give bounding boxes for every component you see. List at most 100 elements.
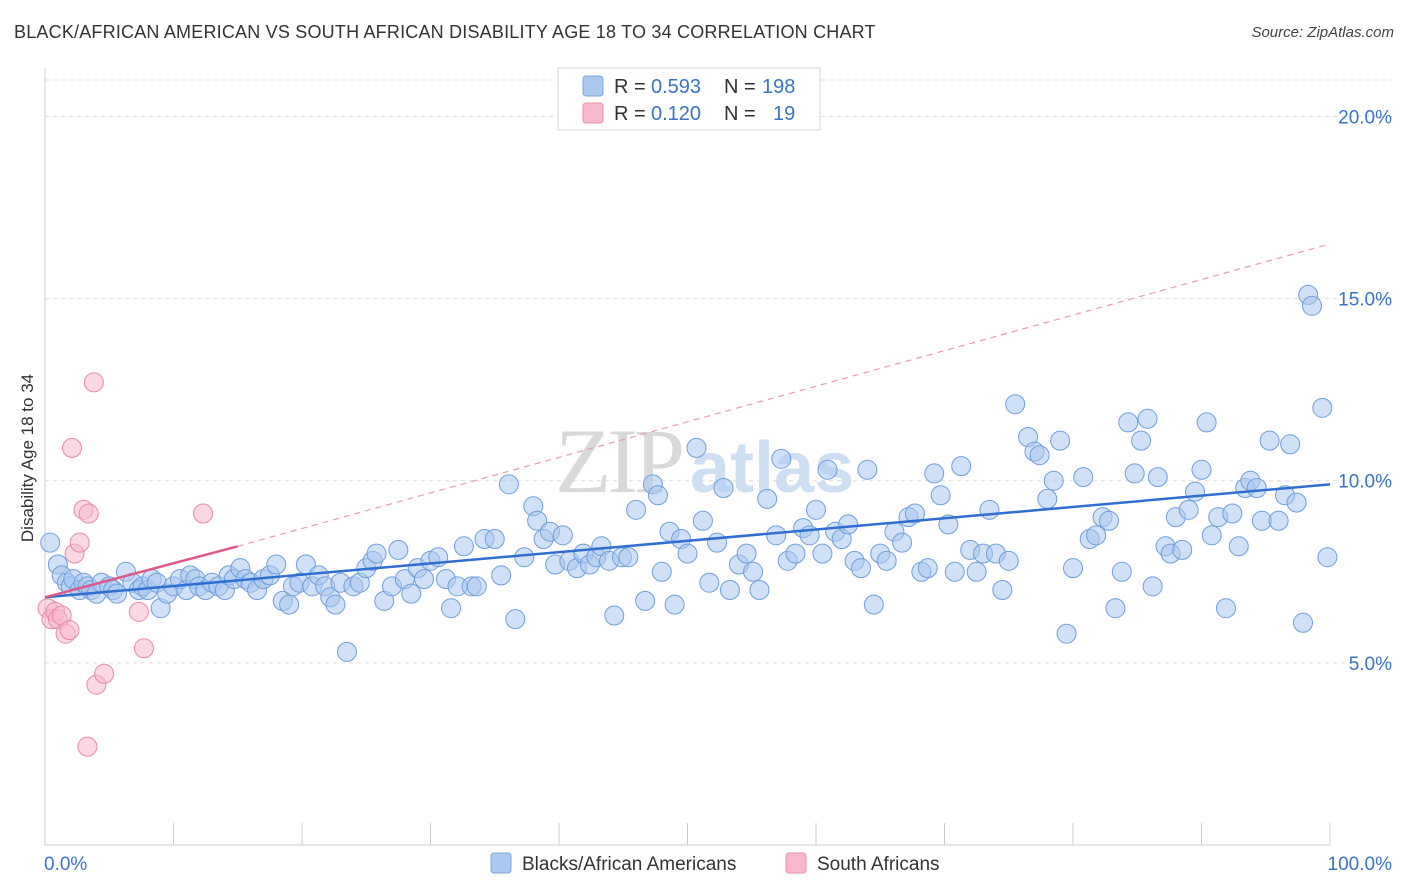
- trend-lines: [237, 243, 1331, 547]
- blacks-point-164: [1086, 525, 1107, 546]
- blacks-point-172: [1137, 408, 1158, 429]
- blacks-point-200: [1312, 397, 1333, 418]
- trend-south-africans-extended: [237, 243, 1331, 547]
- blacks-point-115: [749, 580, 770, 600]
- blacks-point-80: [514, 547, 535, 568]
- south-africans-point-6: [59, 620, 80, 641]
- blacks-point-62: [388, 539, 409, 560]
- south-africans-point-9: [69, 532, 90, 553]
- blacks-point-107: [692, 510, 713, 531]
- south-africans-point-16: [128, 601, 149, 622]
- blacks-point-128: [838, 514, 859, 535]
- x-tick-label-0: 0.0%: [44, 854, 87, 875]
- blacks-point-59: [366, 543, 387, 564]
- blacks-point-124: [812, 543, 833, 564]
- blacks-point-157: [1037, 488, 1058, 509]
- blacks-point-98: [635, 590, 656, 611]
- blacks-point-145: [951, 456, 972, 477]
- blacks-point-179: [1178, 499, 1199, 520]
- south-africans-point-14: [94, 663, 115, 684]
- blacks-point-78: [498, 474, 519, 495]
- blacks-point-123: [806, 499, 826, 520]
- blacks-point-106: [686, 437, 707, 458]
- blacks-point-116: [757, 488, 778, 509]
- blacks-point-180: [1185, 481, 1206, 502]
- blacks-point-114: [743, 561, 764, 582]
- blacks-point-82: [527, 510, 548, 531]
- blacks-point-0: [40, 532, 61, 553]
- blacks-point-120: [785, 543, 806, 564]
- blacks-point-117: [766, 525, 787, 546]
- y-tick-label-0: 5.0%: [1349, 654, 1392, 675]
- legend-n-value-1: 198: [762, 76, 795, 98]
- blacks-point-160: [1056, 623, 1077, 644]
- blacks-point-193: [1268, 510, 1289, 531]
- blacks-point-74: [466, 576, 487, 597]
- blacks-point-186: [1222, 503, 1243, 524]
- series-blacks-points: [40, 284, 1338, 662]
- blacks-point-52: [325, 594, 346, 615]
- trend-blacks: [44, 483, 1331, 599]
- chart-title: BLACK/AFRICAN AMERICAN VS SOUTH AFRICAN …: [14, 22, 876, 42]
- blacks-point-42: [266, 554, 287, 575]
- blacks-point-196: [1286, 492, 1307, 513]
- blacks-point-173: [1142, 576, 1163, 597]
- blacks-point-132: [863, 594, 884, 615]
- blacks-point-166: [1098, 510, 1119, 531]
- blacks-point-144: [944, 561, 965, 582]
- y-axis-label: Disability Age 18 to 34: [18, 374, 37, 542]
- blacks-point-142: [930, 485, 951, 506]
- blacks-point-44: [279, 594, 300, 615]
- axes: [44, 68, 1331, 846]
- series-legend: Blacks/African Americans South Africans: [490, 852, 940, 875]
- blacks-point-130: [850, 558, 871, 579]
- blacks-point-14: [106, 583, 127, 604]
- source-label: Source: ZipAtlas.com: [1251, 24, 1394, 41]
- legend-swatch-blue: [582, 75, 604, 97]
- blacks-point-103: [664, 594, 685, 615]
- blacks-point-191: [1251, 510, 1272, 531]
- blacks-point-86: [552, 525, 573, 546]
- blacks-point-197: [1293, 612, 1314, 633]
- blacks-point-54: [336, 641, 357, 662]
- blacks-point-201: [1317, 547, 1338, 568]
- legend-r-label-1: R =: [614, 76, 646, 98]
- legend-r-value-1: 0.593: [651, 76, 701, 98]
- tick-labels: 5.0% 10.0% 15.0% 20.0% 0.0% 100.0%: [44, 107, 1392, 875]
- x-tick-label-1: 100.0%: [1328, 854, 1393, 875]
- blacks-point-97: [626, 499, 647, 520]
- y-tick-label-2: 15.0%: [1338, 290, 1392, 311]
- legend-swatch-pink: [582, 102, 604, 124]
- blacks-point-153: [1005, 394, 1026, 415]
- blacks-point-192: [1259, 430, 1280, 451]
- legend-r-value-2: 0.120: [651, 103, 701, 125]
- blacks-point-147: [966, 561, 987, 582]
- blacks-point-113: [736, 543, 757, 564]
- blacks-point-170: [1124, 463, 1145, 484]
- blacks-point-66: [414, 569, 435, 590]
- blacks-point-72: [453, 536, 474, 557]
- legend-n-label-1: N =: [724, 76, 756, 98]
- blacks-point-111: [719, 580, 740, 600]
- blacks-point-156: [1029, 445, 1050, 466]
- blacks-point-167: [1105, 598, 1126, 619]
- blacks-point-187: [1228, 536, 1249, 557]
- blacks-point-64: [401, 583, 422, 604]
- blacks-point-152: [998, 550, 1019, 571]
- blacks-point-141: [924, 463, 945, 484]
- blacks-point-76: [484, 529, 505, 549]
- stats-legend: R = 0.593 N = 198 R = 0.120 N = 19: [557, 67, 821, 131]
- watermark: ZIP atlas: [555, 410, 854, 512]
- blacks-point-143: [938, 514, 959, 535]
- blacks-point-171: [1131, 430, 1152, 451]
- trend-south-africans: [44, 545, 239, 599]
- y-tick-label-1: 10.0%: [1338, 472, 1392, 493]
- blacks-point-178: [1172, 539, 1193, 560]
- blacks-point-151: [992, 580, 1013, 600]
- blacks-point-118: [771, 448, 792, 469]
- blacks-point-159: [1050, 430, 1071, 451]
- blacks-point-190: [1246, 478, 1267, 498]
- blacks-point-181: [1191, 459, 1212, 480]
- blacks-point-185: [1215, 598, 1236, 619]
